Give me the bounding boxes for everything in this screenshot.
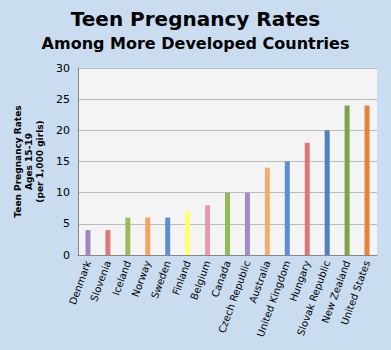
svg-text:Hungary: Hungary — [287, 259, 313, 303]
svg-text:5: 5 — [63, 217, 70, 230]
svg-text:Sweden: Sweden — [149, 259, 173, 300]
svg-text:United Kingdom: United Kingdom — [254, 259, 293, 339]
svg-text:Finland: Finland — [170, 259, 193, 296]
svg-text:Among More Developed Countries: Among More Developed Countries — [42, 34, 350, 53]
svg-text:Teen Pregnancy Rates: Teen Pregnancy Rates — [71, 7, 320, 31]
svg-text:10: 10 — [56, 186, 70, 199]
svg-text:Australia: Australia — [247, 259, 273, 305]
svg-text:Ages 15-19: Ages 15-19 — [24, 133, 34, 190]
svg-text:United States: United States — [339, 259, 372, 326]
svg-text:(per 1,000 girls): (per 1,000 girls) — [35, 120, 45, 202]
svg-text:Iceland: Iceland — [110, 259, 133, 297]
svg-text:Slovenia: Slovenia — [88, 259, 113, 303]
svg-text:Belgium: Belgium — [188, 259, 213, 302]
svg-text:Teen Pregnancy Rates: Teen Pregnancy Rates — [13, 105, 23, 217]
svg-text:30: 30 — [56, 62, 70, 75]
svg-text:Canada: Canada — [209, 259, 233, 299]
svg-text:Denmark: Denmark — [67, 259, 94, 307]
svg-text:15: 15 — [56, 155, 70, 168]
svg-text:Slovak Republic: Slovak Republic — [295, 259, 333, 338]
svg-text:20: 20 — [56, 124, 70, 137]
svg-text:Norway: Norway — [129, 259, 153, 299]
svg-text:New Zealand: New Zealand — [319, 259, 353, 325]
svg-text:Czech Republic: Czech Republic — [216, 259, 252, 334]
svg-text:25: 25 — [56, 93, 70, 106]
svg-text:0: 0 — [63, 249, 70, 262]
